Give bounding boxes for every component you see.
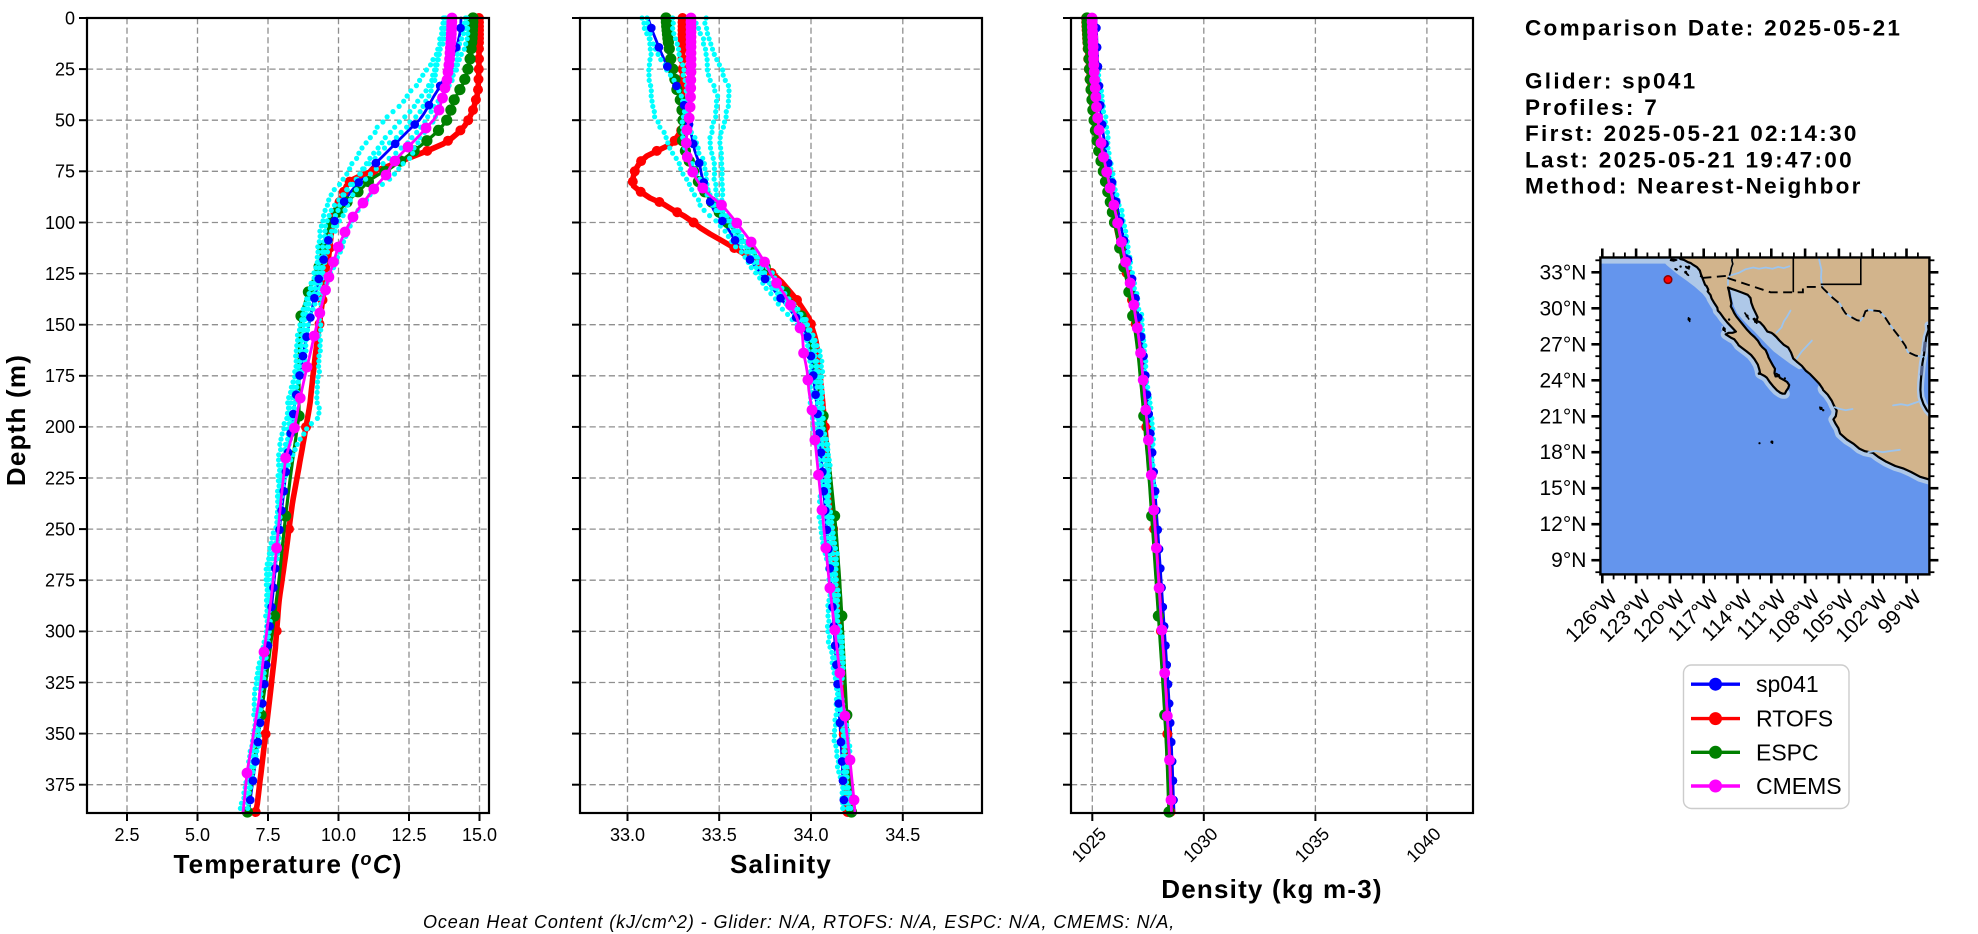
svg-text:250: 250: [45, 519, 75, 539]
svg-text:300: 300: [45, 622, 75, 642]
svg-text:ESPC: ESPC: [1756, 739, 1819, 765]
svg-text:34.5: 34.5: [885, 825, 920, 845]
svg-text:CMEMS: CMEMS: [1756, 773, 1842, 799]
svg-text:325: 325: [45, 673, 75, 693]
svg-text:5.0: 5.0: [185, 825, 210, 845]
svg-text:34.0: 34.0: [793, 825, 828, 845]
svg-text:27°N: 27°N: [1539, 333, 1586, 356]
svg-text:0: 0: [65, 8, 75, 28]
svg-text:33°N: 33°N: [1539, 261, 1586, 284]
svg-text:Method: Nearest-Neighbor: Method: Nearest-Neighbor: [1525, 174, 1863, 199]
svg-text:15°N: 15°N: [1539, 477, 1586, 500]
svg-text:RTOFS: RTOFS: [1756, 706, 1833, 732]
svg-text:225: 225: [45, 468, 75, 488]
svg-text:33.5: 33.5: [702, 825, 737, 845]
svg-text:10.0: 10.0: [321, 825, 356, 845]
svg-text:Last: 2025-05-21 19:47:00: Last: 2025-05-21 19:47:00: [1525, 147, 1854, 172]
svg-text:18°N: 18°N: [1539, 441, 1586, 464]
svg-text:125: 125: [45, 264, 75, 284]
svg-text:First: 2025-05-21 02:14:30: First: 2025-05-21 02:14:30: [1525, 121, 1859, 146]
svg-text:sp041: sp041: [1756, 671, 1819, 697]
svg-text:75: 75: [55, 162, 75, 182]
svg-text:375: 375: [45, 775, 75, 795]
svg-text:Salinity: Salinity: [730, 849, 832, 879]
svg-text:Ocean Heat Content (kJ/cm^2) -: Ocean Heat Content (kJ/cm^2) - Glider: N…: [423, 912, 1175, 932]
svg-text:Profiles: 7: Profiles: 7: [1525, 95, 1659, 120]
svg-text:Comparison Date: 2025-05-21: Comparison Date: 2025-05-21: [1525, 16, 1902, 41]
svg-text:7.5: 7.5: [255, 825, 280, 845]
svg-text:200: 200: [45, 417, 75, 437]
svg-text:12.5: 12.5: [391, 825, 426, 845]
svg-text:50: 50: [55, 111, 75, 131]
svg-text:30°N: 30°N: [1539, 297, 1586, 320]
svg-text:Density (kg m-3): Density (kg m-3): [1161, 874, 1382, 904]
svg-text:15.0: 15.0: [462, 825, 497, 845]
svg-text:100: 100: [45, 213, 75, 233]
svg-text:21°N: 21°N: [1539, 405, 1586, 428]
svg-text:2.5: 2.5: [114, 825, 139, 845]
svg-text:175: 175: [45, 366, 75, 386]
svg-text:12°N: 12°N: [1539, 513, 1586, 536]
svg-text:350: 350: [45, 724, 75, 744]
svg-text:24°N: 24°N: [1539, 369, 1586, 392]
svg-text:Temperature (oC): Temperature (oC): [173, 849, 402, 879]
svg-text:Glider: sp041: Glider: sp041: [1525, 69, 1697, 94]
svg-text:25: 25: [55, 59, 75, 79]
svg-text:9°N: 9°N: [1551, 549, 1586, 572]
svg-text:Depth (m): Depth (m): [1, 354, 31, 486]
svg-text:150: 150: [45, 315, 75, 335]
svg-text:33.0: 33.0: [610, 825, 645, 845]
svg-text:275: 275: [45, 571, 75, 591]
